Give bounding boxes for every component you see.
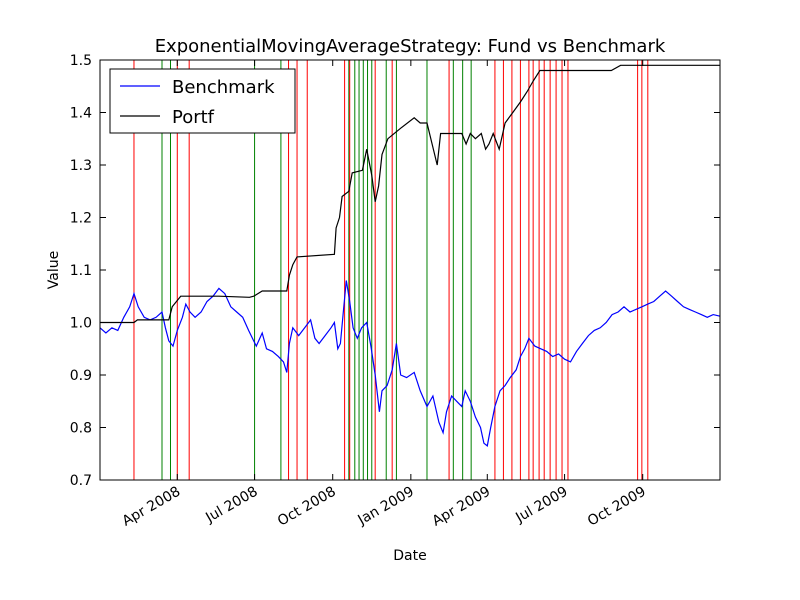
y-tick-label: 1.4 bbox=[70, 106, 92, 122]
chart-title: ExponentialMovingAverageStrategy: Fund v… bbox=[155, 36, 666, 57]
y-tick-label: 1.0 bbox=[70, 316, 92, 332]
legend-label-benchmark: Benchmark bbox=[172, 77, 275, 98]
legend-box bbox=[109, 68, 296, 134]
series-line-portf bbox=[100, 64, 720, 324]
y-tick-label: 1.5 bbox=[70, 53, 92, 69]
y-axis-label: Value bbox=[46, 251, 62, 289]
y-tick-label: 0.7 bbox=[70, 473, 92, 489]
y-tick-label: 0.8 bbox=[70, 421, 92, 437]
y-axis: 0.7 0.8 0.9 1.0 1.1 1.2 1.3 1.4 1.5 bbox=[70, 53, 720, 489]
legend-label-portf: Portf bbox=[172, 107, 215, 128]
y-tick-label: 1.3 bbox=[70, 158, 92, 174]
x-axis-label: Date bbox=[393, 548, 426, 564]
y-tick-label: 0.9 bbox=[70, 368, 92, 384]
series-line-benchmark bbox=[99, 280, 721, 447]
series-lines bbox=[99, 64, 721, 447]
legend: Benchmark Portf bbox=[109, 68, 296, 134]
y-tick-label: 1.2 bbox=[70, 211, 92, 227]
y-tick-label: 1.1 bbox=[70, 263, 92, 279]
